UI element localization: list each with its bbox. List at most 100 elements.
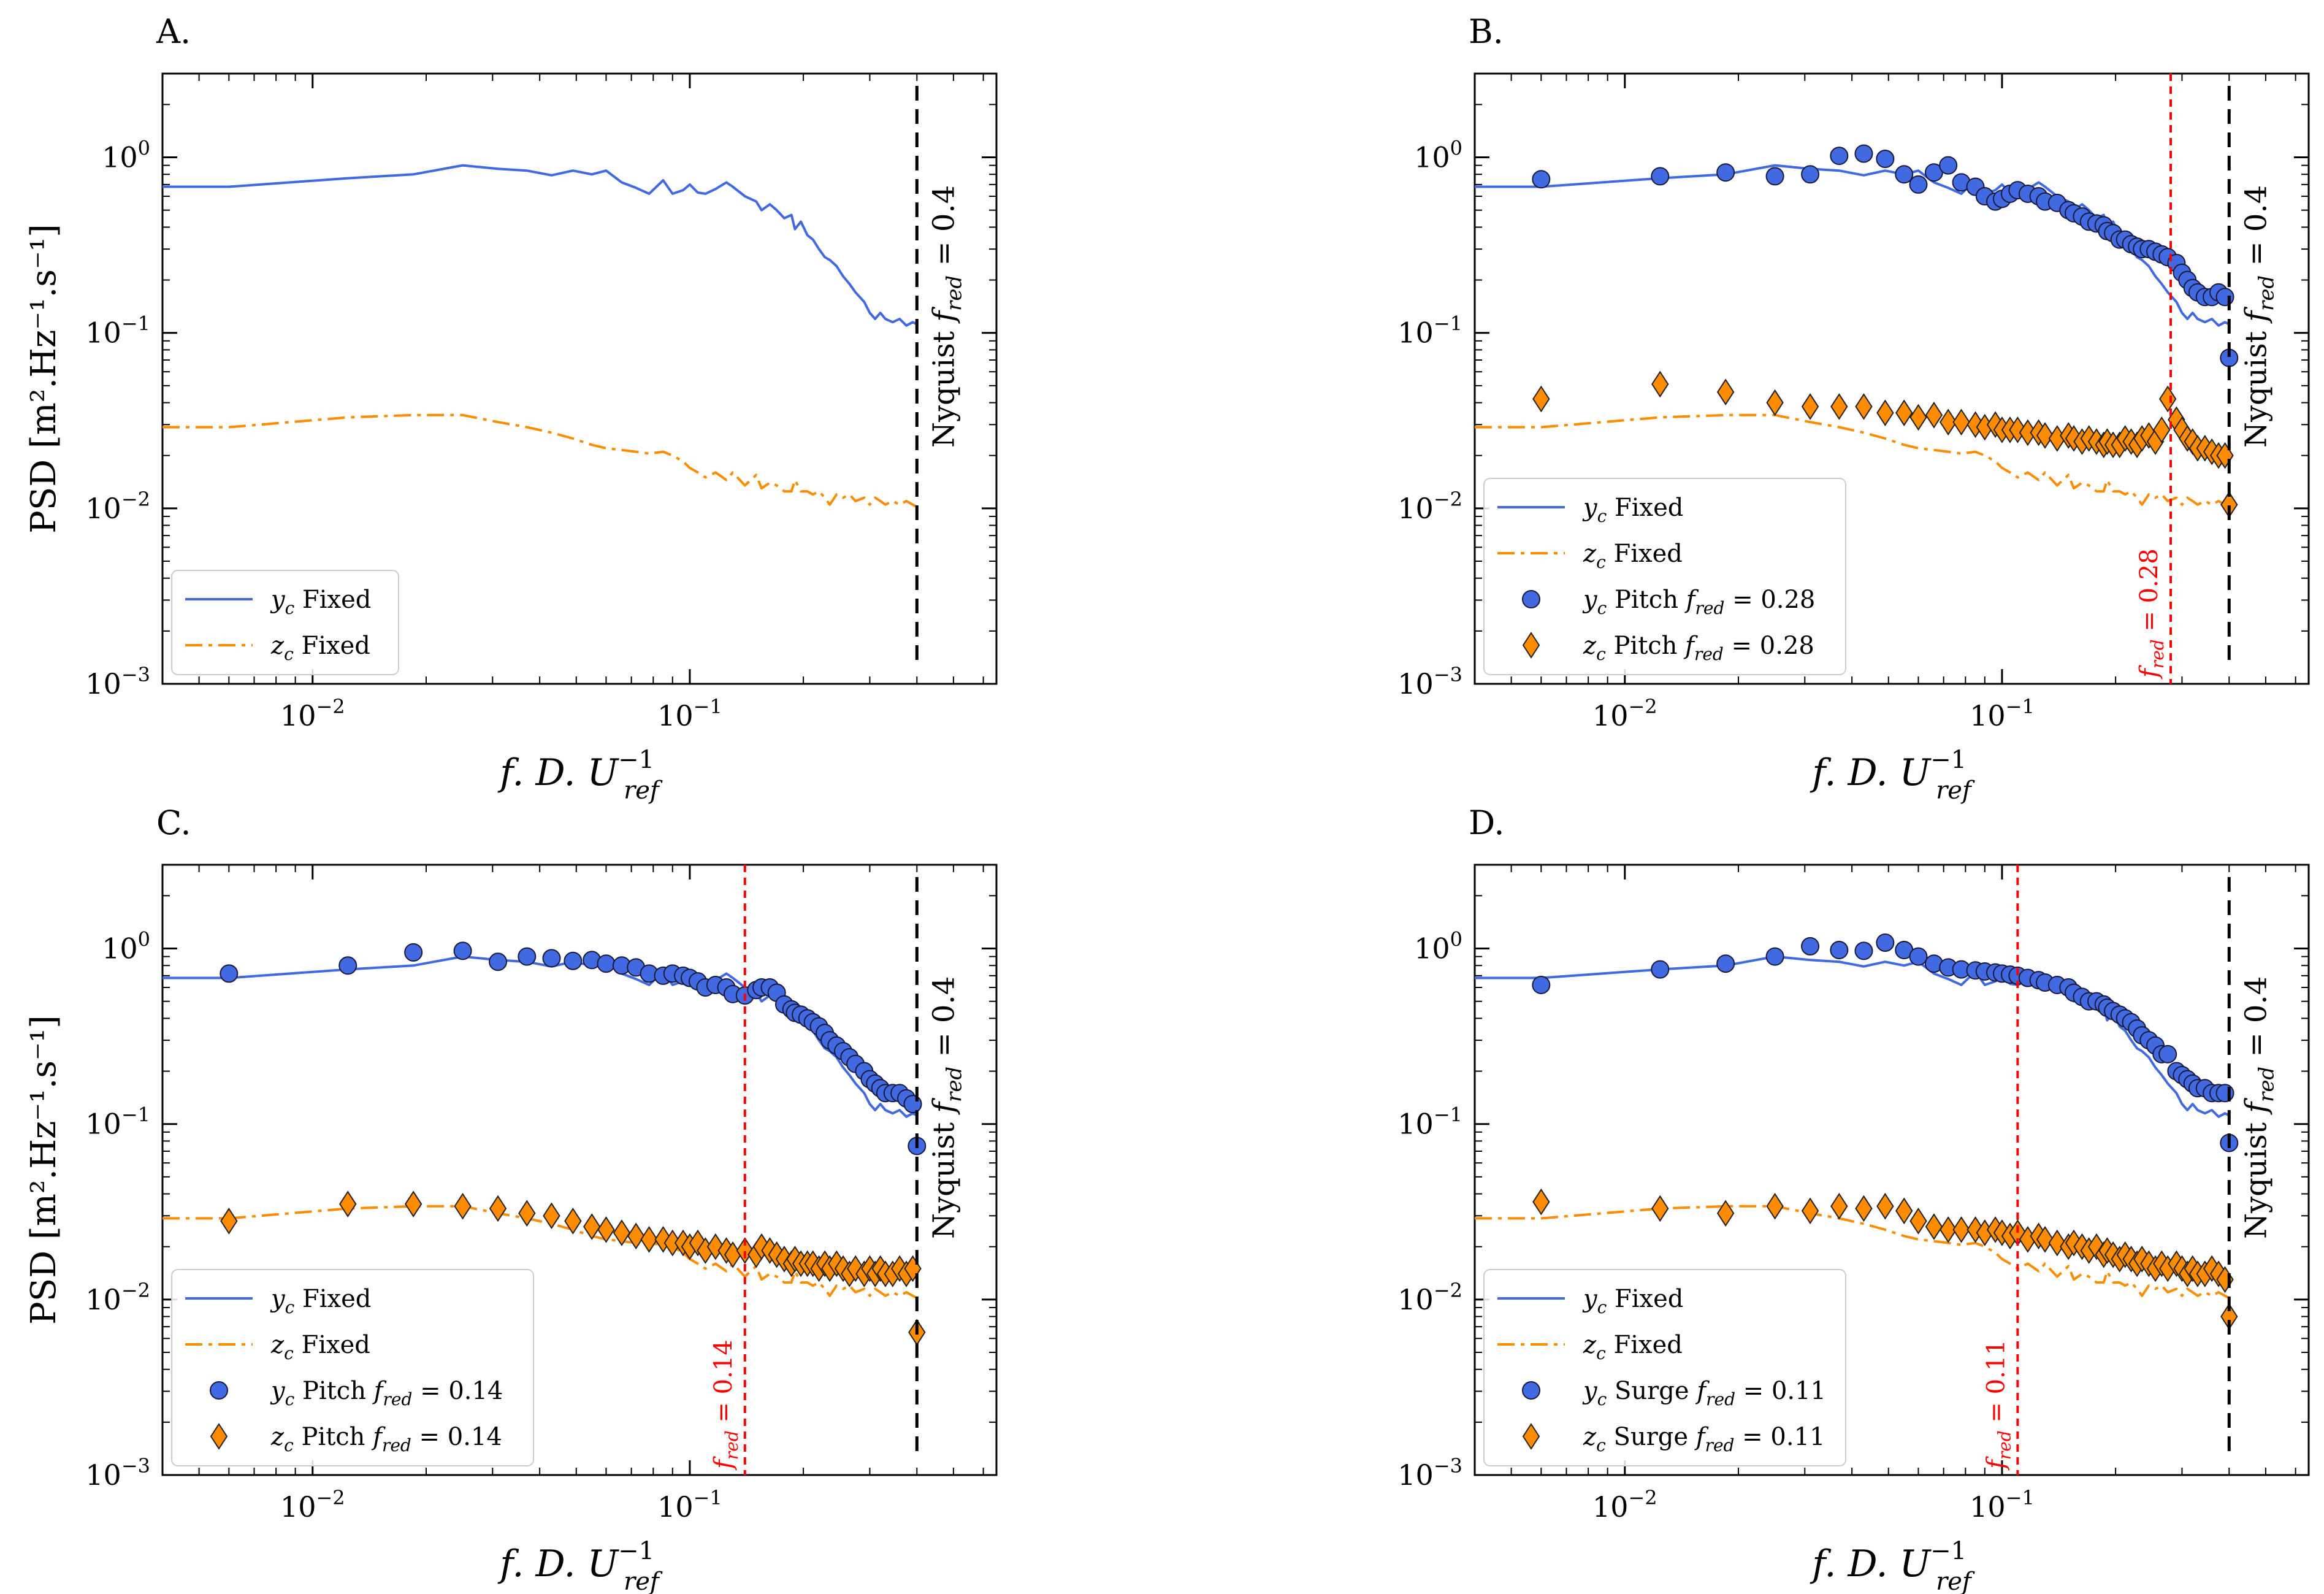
zc-moving-point	[1532, 1188, 1550, 1216]
zc-moving-point	[404, 1190, 422, 1217]
legend-box	[171, 1269, 534, 1466]
legend-box	[171, 570, 399, 675]
zc-moving-point	[1801, 393, 1819, 420]
legend-label: zc Pitch fred = 0.28	[1583, 632, 1814, 664]
y-tick-label: 10−1	[85, 312, 150, 350]
zc-moving-point	[1952, 1216, 1970, 1243]
yc-moving-point	[489, 952, 508, 971]
yc-moving-point	[1830, 941, 1849, 960]
zc-moving-point	[1716, 378, 1735, 406]
zc-moving-point	[489, 1195, 507, 1222]
zc-moving-point	[1830, 1192, 1848, 1220]
y-tick-label: 100	[102, 928, 150, 965]
series-line-zc-fixed	[1475, 1205, 2230, 1300]
x-tick-label: 10−2	[280, 1486, 345, 1523]
axes-frame	[1474, 864, 2310, 1476]
yc-moving-point	[1830, 147, 1849, 166]
axes-frame	[161, 864, 998, 1476]
panel-label: A.	[156, 12, 191, 51]
zc-moving-point	[1830, 393, 1848, 420]
zc-moving-point	[1925, 401, 1943, 429]
legend-entry-zc-moving: zc Surge fred = 0.11	[1522, 1423, 1825, 1455]
legend: yc Fixed zc Fixed yc Surge fred = 0.11 zc S…	[1483, 1269, 1846, 1466]
zc-moving-point	[454, 1192, 472, 1220]
yc-moving-point	[453, 941, 472, 960]
legend-label: yc Fixed	[1582, 1285, 1683, 1317]
zc-moving-point	[1939, 408, 1957, 436]
y-tick-label: 100	[102, 137, 150, 174]
yc-moving-point	[1765, 167, 1784, 186]
legend: yc Fixed zc Fixed yc Pitch fred = 0.14 zc P…	[171, 1269, 534, 1466]
yc-moving-point	[1939, 156, 1958, 175]
x-tick-label: 10−1	[1970, 695, 2035, 732]
y-tick-label: 10−2	[85, 1279, 150, 1316]
zc-moving-point	[1876, 1192, 1894, 1220]
x-axis-label: f. D. U−1 ref	[497, 746, 663, 805]
legend-label: yc Pitch fred = 0.28	[1582, 586, 1815, 618]
y-tick-label: 10−2	[1397, 488, 1462, 525]
legend-entry-yc-fixed: yc Fixed	[1497, 1285, 1683, 1317]
zc-moving-point	[543, 1202, 560, 1230]
legend-label: zc Fixed	[270, 632, 370, 664]
x-axis-label: f. D. U−1 ref	[1810, 746, 1975, 805]
legend-handle	[1522, 1381, 1540, 1400]
legend-label: yc Fixed	[270, 586, 371, 618]
legend-label: zc Fixed	[1583, 1331, 1683, 1363]
yc-moving-point	[2215, 1084, 2234, 1103]
zc-moving-point	[654, 1226, 672, 1253]
legend-entry-yc-moving: yc Surge fred = 0.11	[1522, 1377, 1826, 1409]
legend-box	[1483, 1269, 1846, 1466]
legend-handle	[1522, 1423, 1540, 1450]
x-axis-label: f. D. U−1 ref	[1810, 1537, 1975, 1594]
zc-moving-point	[640, 1226, 658, 1253]
yc-moving-point	[1895, 165, 1914, 184]
yc-moving-point	[2215, 288, 2234, 307]
yc-moving-point	[1876, 933, 1895, 952]
x-tick-label: 10−2	[1592, 695, 1657, 732]
series-line-yc-fixed	[162, 955, 918, 1118]
zc-moving-point	[583, 1213, 601, 1240]
legend-label: yc Fixed	[270, 1285, 371, 1317]
yc-moving-point	[1854, 144, 1873, 163]
y-tick-label: 10−3	[1397, 663, 1462, 700]
zc-moving-point	[339, 1190, 357, 1217]
legend-label: zc Pitch fred = 0.14	[270, 1423, 502, 1455]
nyquist-label: Nyquist fred = 0.4	[927, 185, 966, 448]
yc-moving-point	[1532, 975, 1551, 994]
panel-b: B. 10−2 10−1 10−3 10−2 10−1 100 f. D. U−1 ref Nyq…	[1397, 12, 2310, 805]
legend-handle	[1522, 632, 1540, 659]
legend-entry-yc-fixed: yc Fixed	[1497, 494, 1683, 526]
axes-frame	[161, 72, 998, 685]
y-tick-label: 10−2	[85, 488, 150, 525]
legend-entry-yc-moving: yc Pitch fred = 0.28	[1522, 586, 1815, 618]
zc-moving-point	[220, 1208, 238, 1235]
legend: yc Fixed zc Fixed yc Pitch fred = 0.28 zc P…	[1483, 478, 1846, 675]
yc-moving-point	[564, 951, 583, 970]
panel-d: D. 10−2 10−1 10−3 10−2 10−1 100 f. D. U−1 ref Nyq…	[1397, 803, 2310, 1594]
zc-moving-point	[1716, 1200, 1735, 1227]
legend-label: yc Fixed	[1582, 494, 1683, 526]
zc-moving-point	[1909, 404, 1927, 431]
y-tick-label: 100	[1414, 137, 1462, 174]
zc-moving-point	[564, 1208, 582, 1235]
zc-moving-point	[1895, 399, 1913, 426]
legend-label: zc Surge fred = 0.11	[1583, 1423, 1825, 1455]
nyquist-label: Nyquist fred = 0.4	[927, 976, 966, 1239]
y-tick-label: 10−3	[1397, 1454, 1462, 1492]
y-tick-label: 10−2	[1397, 1279, 1462, 1316]
legend-entry-yc-moving: yc Pitch fred = 0.14	[210, 1377, 503, 1409]
zc-moving-point	[1801, 1197, 1819, 1225]
legend-entry-yc-fixed: yc Fixed	[185, 586, 371, 618]
zc-moving-point	[1766, 1192, 1784, 1220]
nyquist-label: Nyquist fred = 0.4	[2239, 976, 2279, 1239]
legend-entry-zc-fixed: zc Fixed	[1497, 1331, 1683, 1363]
yc-moving-point	[1716, 163, 1735, 182]
legend-entry-zc-moving: zc Pitch fred = 0.14	[210, 1423, 502, 1455]
y-tick-label: 10−1	[1397, 312, 1462, 350]
zc-moving-point	[627, 1222, 645, 1250]
yc-moving-point	[1532, 170, 1551, 189]
zc-moving-point	[518, 1200, 536, 1227]
legend-box	[1483, 478, 1846, 675]
zc-moving-point	[1855, 393, 1873, 420]
